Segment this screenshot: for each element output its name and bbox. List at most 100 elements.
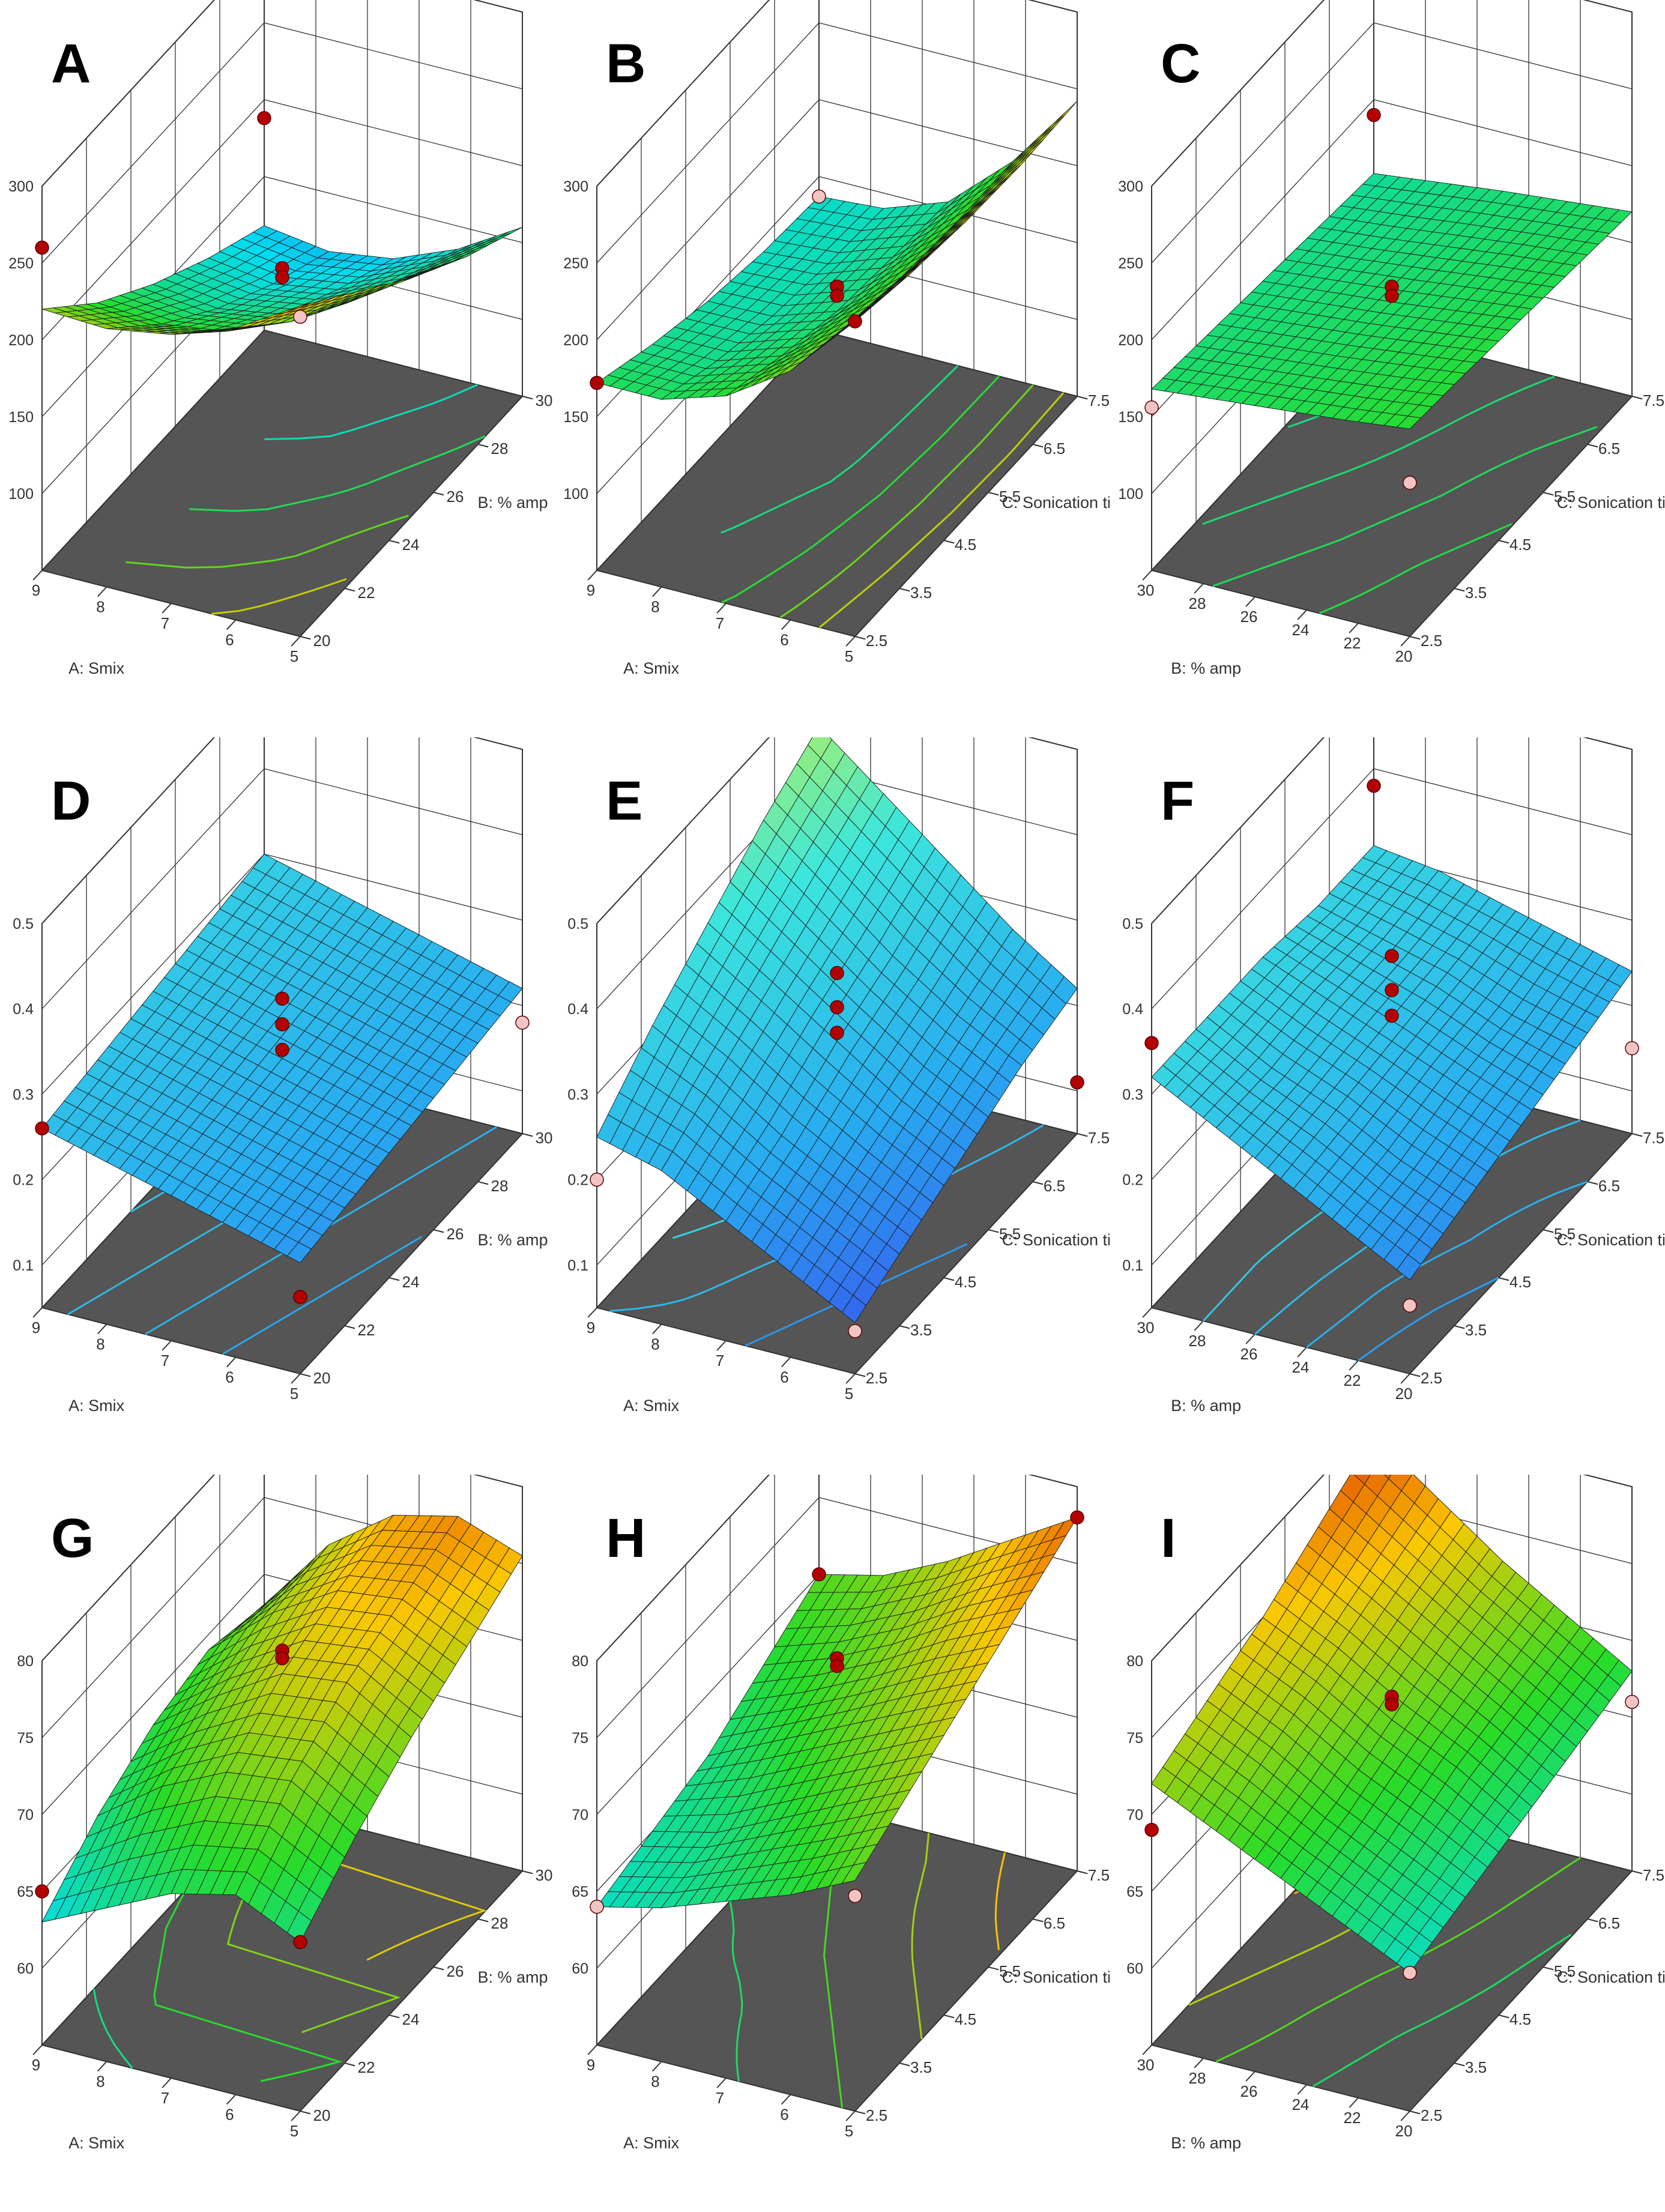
design-point — [1625, 1041, 1639, 1056]
design-point — [1385, 983, 1399, 997]
design-point — [848, 1324, 862, 1338]
y-tick-label: 26 — [447, 488, 464, 506]
design-point — [1403, 476, 1417, 490]
z-tick-label: 200 — [8, 332, 34, 349]
design-point — [830, 965, 844, 981]
floor-contours — [125, 384, 486, 615]
floor-plane — [41, 329, 524, 638]
z-tick-label: 0.4 — [1122, 1001, 1143, 1018]
design-point — [1070, 1075, 1084, 1090]
design-point — [1144, 400, 1159, 415]
z-tick-label: 0.3 — [13, 1086, 34, 1103]
design-point — [275, 991, 289, 1006]
y-tick-label: 20 — [313, 632, 331, 650]
y-tick-label: 26 — [447, 1962, 464, 1980]
x-tick-label: 9 — [32, 581, 40, 599]
y-tick-label: 5.5 — [1554, 1225, 1576, 1243]
y-tick-label: 6.5 — [1044, 440, 1065, 458]
z-tick-label: 100 — [1118, 486, 1143, 503]
design-point — [590, 1899, 604, 1914]
x-tick-label: 8 — [651, 2073, 659, 2091]
x-tick-label: 30 — [1137, 581, 1155, 599]
design-points — [590, 1510, 1084, 1914]
z-tick-label: 80 — [1126, 1653, 1143, 1670]
x-tick-label: 28 — [1189, 594, 1206, 612]
design-point — [257, 110, 271, 125]
z-tick-label: 0.1 — [13, 1257, 34, 1274]
y-tick-label: 5.5 — [999, 1225, 1021, 1243]
design-point — [1367, 778, 1381, 793]
x-tick-label: 5 — [845, 1385, 853, 1403]
design-point — [1403, 1298, 1417, 1313]
y-tick-label: 7.5 — [1643, 1866, 1664, 1884]
design-point — [830, 288, 844, 303]
design-point — [293, 1935, 307, 1950]
x-axis-label: A: Smix — [623, 1397, 680, 1415]
x-tick-label: 7 — [716, 2089, 724, 2107]
panel-d: D 5 6 7 8 9 20 22 24 26 28 30 0.1 0.2 0.3 0.4 0.5 A: Smix… — [0, 737, 555, 1475]
design-point — [812, 189, 826, 204]
y-tick-label: 6.5 — [1044, 1914, 1065, 1932]
design-point — [1144, 1822, 1159, 1837]
surface-plot: 5 6 7 8 9 2.5 3.5 4.5 5.5 6.5 7.5 100 150 200 250 300 A:… — [563, 0, 1110, 677]
panel-c: C 20 22 24 26 28 30 2.5 3.5 4.5 5.5 6.5 7.5 100 150 200… — [1110, 0, 1664, 737]
surface-plot: 5 6 7 8 9 2.5 3.5 4.5 5.5 6.5 7.5 0.1 0.2 0.3 0.4 0.5 A:… — [567, 737, 1110, 1415]
x-tick-label: 28 — [1189, 1332, 1206, 1350]
x-tick-label: 5 — [290, 2122, 298, 2140]
x-tick-label: 20 — [1395, 1385, 1413, 1403]
response-surface — [596, 101, 1078, 400]
x-tick-label: 7 — [716, 614, 724, 632]
design-point — [848, 1888, 862, 1903]
x-axis-label: A: Smix — [68, 2134, 125, 2152]
design-point — [1385, 288, 1399, 303]
design-point — [35, 1121, 49, 1136]
design-point — [515, 1015, 530, 1030]
z-tick-label: 250 — [563, 255, 588, 272]
x-tick-label: 24 — [1292, 621, 1310, 639]
design-point — [848, 314, 862, 328]
design-point — [275, 1651, 289, 1666]
x-tick-label: 5 — [845, 2122, 853, 2140]
response-surface — [596, 737, 1078, 1323]
design-point — [590, 1172, 604, 1187]
z-tick-label: 150 — [563, 409, 588, 426]
y-tick-label: 22 — [358, 1321, 375, 1339]
z-tick-label: 300 — [8, 178, 34, 195]
axis-ticks: 5 6 7 8 9 2.5 3.5 4.5 5.5 6.5 7.5 0.1 0.2 0.3 0.4 0.5 — [567, 916, 1110, 1403]
x-tick-label: 7 — [716, 1352, 724, 1370]
y-tick-label: 6.5 — [1598, 1914, 1620, 1932]
x-tick-label: 22 — [1344, 634, 1361, 652]
panel-g: G 5 6 7 8 9 20 22 24 26 28 30 60 65 70 75 80 A: Smix B: % … — [0, 1475, 555, 2212]
panel-f: F 20 22 24 26 28 30 2.5 3.5 4.5 5.5 6.5 7.5 0.1 0.2 0.3… — [1110, 737, 1664, 1475]
y-tick-label: 4.5 — [1509, 536, 1531, 554]
y-axis-label: B: % amp — [477, 494, 548, 512]
y-axis-label: C: Sonication time — [1002, 1231, 1110, 1249]
y-tick-label: 4.5 — [955, 2010, 976, 2028]
y-tick-label: 3.5 — [1465, 1321, 1487, 1339]
axis-ticks: 20 22 24 26 28 30 2.5 3.5 4.5 5.5 6.5 7.5 60 65 70 75 80 — [1126, 1653, 1664, 2140]
z-tick-label: 60 — [572, 1960, 588, 1977]
y-tick-label: 7.5 — [1088, 391, 1110, 409]
y-axis-label: C: Sonication time — [1002, 494, 1110, 512]
y-tick-label: 3.5 — [910, 2058, 932, 2076]
surface-plot: 5 6 7 8 9 2.5 3.5 4.5 5.5 6.5 7.5 60 65 70 75 80 A: Smix… — [572, 1475, 1110, 2152]
z-tick-label: 0.2 — [1122, 1172, 1143, 1189]
axis-ticks: 5 6 7 8 9 20 22 24 26 28 30 60 65 70 75 80 — [17, 1653, 552, 2140]
z-tick-label: 200 — [1118, 332, 1143, 349]
design-point — [293, 1290, 307, 1304]
x-tick-label: 9 — [587, 581, 595, 599]
y-tick-label: 5.5 — [1554, 1962, 1576, 1980]
y-tick-label: 28 — [491, 1914, 509, 1932]
panel-i: I 20 22 24 26 28 30 2.5 3.5 4.5 5.5 6.5 7.5 60 65 70 75 8… — [1110, 1475, 1664, 2212]
design-point — [812, 1567, 826, 1582]
design-point — [830, 1000, 844, 1015]
z-tick-label: 70 — [572, 1807, 588, 1824]
z-tick-label: 75 — [572, 1730, 588, 1747]
x-axis-label: B: % amp — [1171, 2134, 1241, 2152]
x-tick-label: 6 — [780, 2106, 788, 2124]
y-tick-label: 30 — [536, 1866, 553, 1884]
z-tick-label: 250 — [1118, 255, 1143, 272]
design-points — [35, 991, 530, 1304]
y-tick-label: 2.5 — [1421, 1369, 1442, 1387]
design-points — [1144, 778, 1639, 1313]
